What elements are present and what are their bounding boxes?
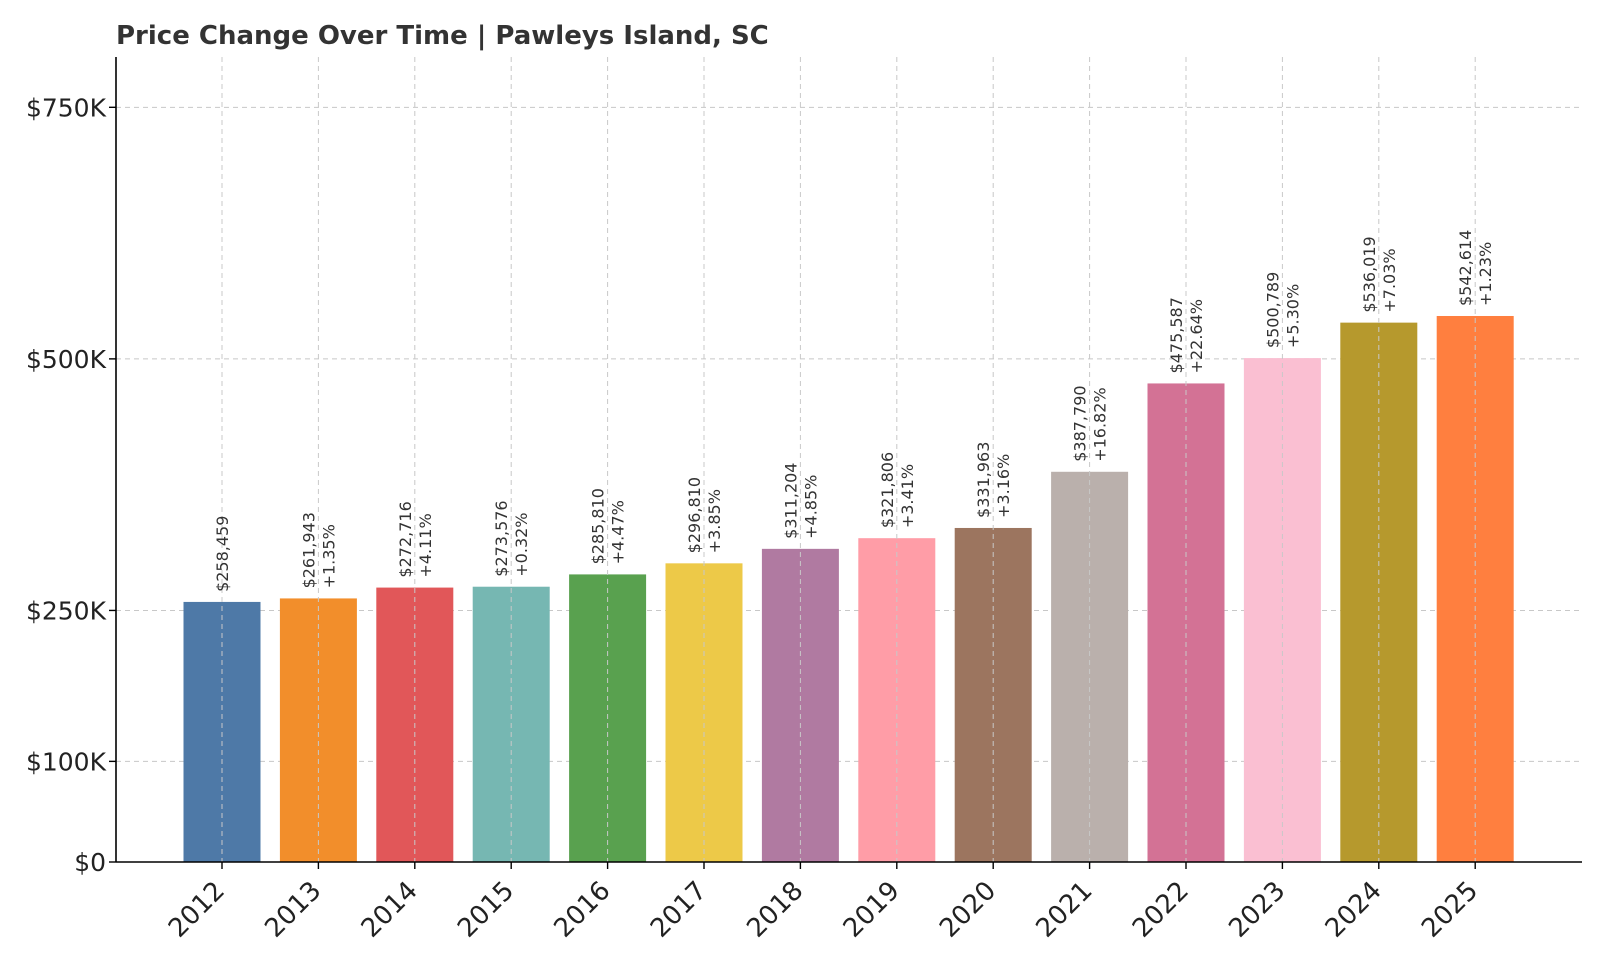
value-label: $261,943	[299, 512, 318, 588]
value-label: $475,587	[1167, 297, 1186, 373]
y-tick-label: $250K	[26, 596, 107, 625]
bar-2017	[665, 563, 743, 862]
change-label: +4.11%	[416, 513, 435, 577]
value-label: $296,810	[685, 477, 704, 553]
bar-2020	[954, 527, 1032, 862]
x-tick-label: 2018	[741, 876, 809, 944]
x-tick-label: 2025	[1416, 876, 1484, 944]
value-label: $536,019	[1360, 236, 1379, 312]
change-label: +3.16%	[994, 454, 1013, 518]
x-tick-label: 2012	[163, 876, 231, 944]
value-label: $258,459	[213, 516, 232, 592]
x-tick-label: 2023	[1223, 876, 1291, 944]
value-label: $272,716	[396, 501, 415, 577]
x-tick-label: 2019	[838, 876, 906, 944]
value-label: $273,576	[492, 500, 511, 576]
y-tick-label: $750K	[26, 93, 107, 122]
y-tick-label: $500K	[26, 345, 107, 374]
bar-2021	[1051, 471, 1129, 862]
x-tick-label: 2013	[259, 876, 327, 944]
change-label: +3.85%	[705, 489, 724, 553]
value-label: $321,806	[878, 452, 897, 528]
x-gridlines	[221, 57, 1476, 862]
value-label: $311,204	[781, 463, 800, 539]
change-label: +7.03%	[1380, 248, 1399, 312]
x-tick-label: 2017	[645, 876, 713, 944]
change-label: +4.85%	[801, 475, 820, 539]
gridlines	[116, 106, 1582, 762]
x-tick-label: 2014	[356, 876, 424, 944]
change-label: +16.82%	[1091, 387, 1110, 461]
change-label: +3.41%	[898, 464, 917, 528]
change-label: +0.32%	[512, 512, 531, 576]
value-label: $500,789	[1263, 272, 1282, 348]
y-tick-label: $0	[74, 848, 106, 877]
change-label: +4.47%	[609, 500, 628, 564]
change-label: +1.23%	[1476, 242, 1495, 306]
value-label: $387,790	[1071, 385, 1090, 461]
value-label: $542,614	[1456, 230, 1475, 306]
change-label: +5.30%	[1283, 284, 1302, 348]
data-labels: $258,459 $261,943 +1.35% $272,716 +4.11% $273…	[213, 230, 1495, 592]
x-tick-label: 2016	[549, 876, 617, 944]
x-tick-label: 2022	[1127, 876, 1195, 944]
value-label: $331,963	[974, 442, 993, 518]
bars	[183, 315, 1514, 863]
value-label: $285,810	[589, 488, 608, 564]
x-tick-label: 2021	[1031, 876, 1099, 944]
change-label: +1.35%	[319, 524, 338, 588]
change-label: +22.64%	[1187, 299, 1206, 373]
chart-title: Price Change Over Time | Pawleys Island,…	[116, 21, 769, 51]
x-tick-label: 2020	[934, 876, 1002, 944]
x-tick-label: 2015	[452, 876, 520, 944]
x-tick-label: 2024	[1320, 876, 1388, 944]
y-tick-label: $100K	[26, 747, 107, 776]
